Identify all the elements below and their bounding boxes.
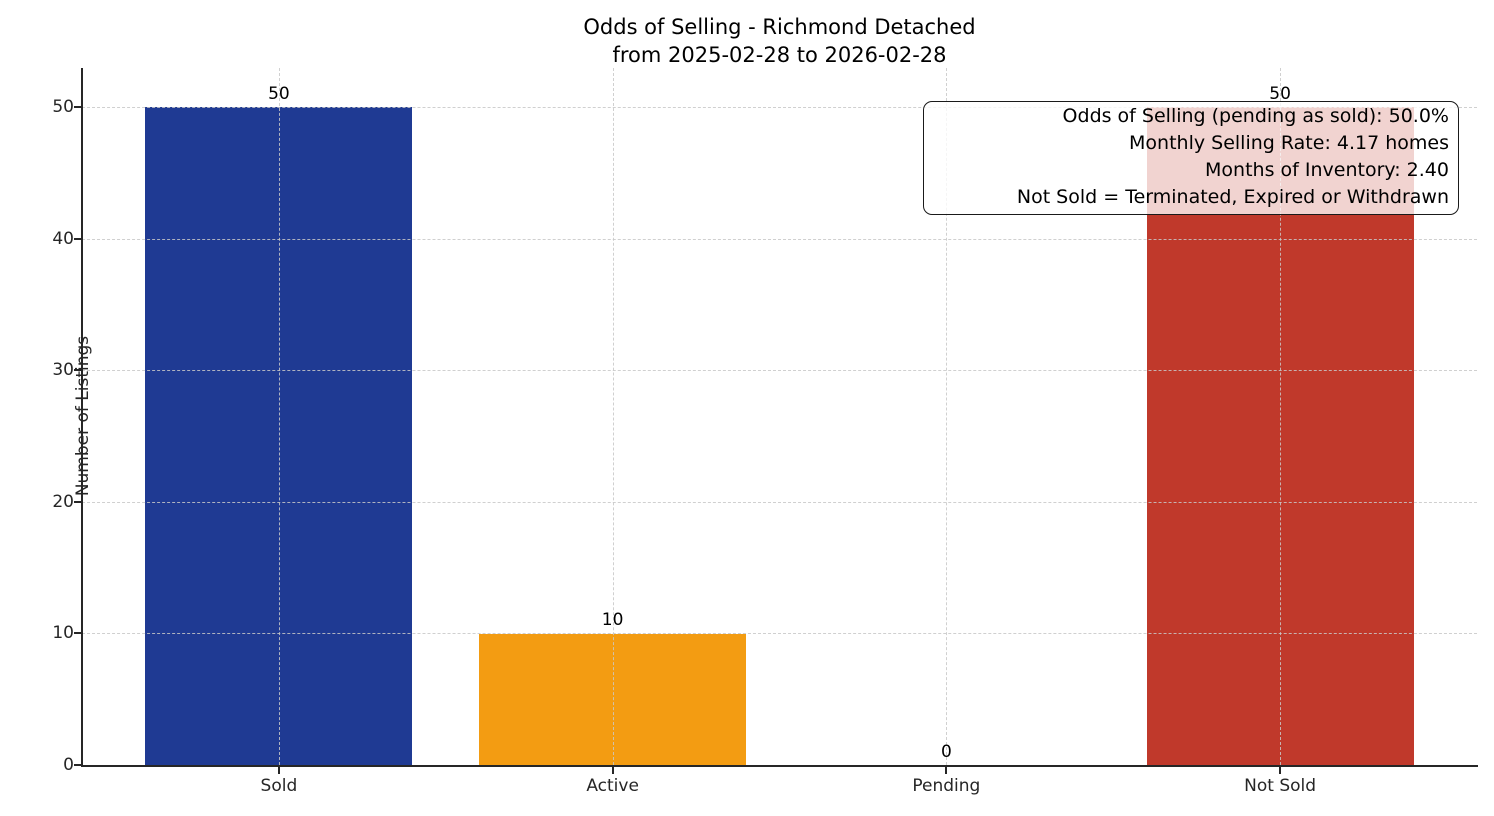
gridline-horizontal [82, 238, 1477, 240]
x-tick-mark [945, 767, 948, 774]
y-tick-label: 0 [63, 755, 74, 775]
y-tick-mark [74, 500, 82, 503]
chart-title: Odds of Selling - Richmond Detached [583, 15, 976, 39]
annotation-line: Months of Inventory: 2.40 [1205, 159, 1449, 181]
x-tick-label-sold: Sold [260, 776, 298, 796]
y-tick-label: 20 [52, 491, 74, 512]
annotation-line: Not Sold = Terminated, Expired or Withdr… [1016, 186, 1449, 208]
annotation-line: Odds of Selling (pending as sold): 50.0% [1062, 105, 1449, 127]
y-tick-mark [74, 369, 82, 372]
y-tick-mark [74, 632, 82, 635]
y-tick-label: 30 [52, 360, 74, 381]
bar-value-label: 0 [940, 742, 952, 762]
x-tick-mark [611, 767, 614, 774]
x-tick-label-not-sold: Not Sold [1244, 776, 1317, 796]
bar-not-sold [1146, 107, 1414, 765]
annotation-line: Monthly Selling Rate: 4.17 homes [1129, 132, 1449, 154]
gridline-horizontal [82, 501, 1477, 503]
plot-area [82, 68, 1477, 765]
bar-value-label: 10 [601, 610, 624, 631]
x-tick-mark [1279, 767, 1282, 774]
gridline-horizontal [82, 633, 1477, 635]
bar-value-label: 50 [1269, 84, 1291, 105]
y-tick-mark [74, 764, 82, 766]
x-axis-spine [81, 765, 1478, 767]
gridline-horizontal [82, 107, 1477, 109]
gridline-vertical [278, 68, 280, 765]
y-tick-mark [74, 237, 82, 240]
gridline-vertical [1280, 68, 1282, 765]
x-tick-label-active: Active [586, 776, 639, 796]
bar-value-label: 50 [268, 84, 290, 105]
chart-subtitle: from 2025-02-28 to 2026-02-28 [612, 43, 947, 67]
annotation-box: Odds of Selling (pending as sold): 50.0%… [923, 101, 1459, 215]
x-tick-mark [277, 767, 280, 774]
gridline-horizontal [82, 370, 1477, 372]
y-tick-mark [74, 106, 82, 109]
x-tick-label-pending: Pending [912, 776, 981, 796]
y-tick-label: 40 [52, 228, 74, 249]
y-tick-label: 10 [52, 623, 74, 644]
y-axis-spine [81, 68, 83, 767]
gridline-vertical [946, 68, 948, 765]
gridline-vertical [612, 68, 614, 765]
y-tick-label: 50 [52, 97, 74, 118]
